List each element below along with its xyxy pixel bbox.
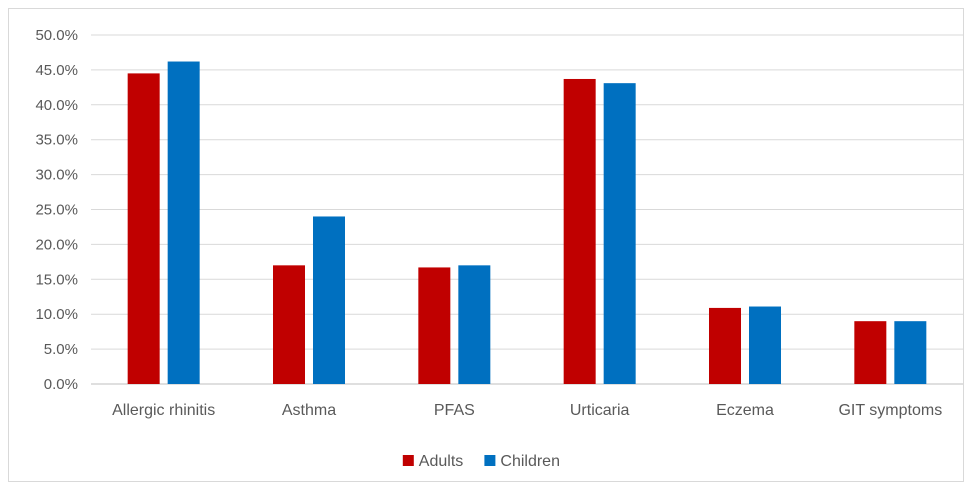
y-axis-tick-labels: 0.0% 5.0% 10.0% 15.0% 20.0% 25.0% 30.0% 35.0% 40…	[35, 27, 78, 393]
bar-adults-asthma	[273, 265, 305, 384]
legend: Adults Children	[402, 453, 560, 470]
y-tick-label: 20.0%	[35, 236, 78, 253]
bar-adults-pfas	[418, 267, 451, 384]
y-tick-label: 25.0%	[35, 202, 78, 219]
bar-children-pfas	[458, 265, 491, 384]
y-tick-label: 5.0%	[44, 341, 78, 358]
bar-adults-allergic-rhinitis	[127, 73, 160, 384]
x-category-label: Eczema	[716, 402, 774, 419]
y-tick-label: 50.0%	[35, 27, 78, 44]
x-category-label: PFAS	[434, 402, 475, 419]
bars	[127, 61, 927, 385]
y-tick-label: 45.0%	[35, 62, 78, 79]
bar-adults-urticaria	[563, 78, 596, 384]
gridlines	[91, 34, 963, 385]
legend-swatch-adults	[402, 455, 414, 466]
x-axis-category-labels: Allergic rhinitis Asthma PFAS Urticaria Ecze…	[112, 402, 942, 419]
bar-children-asthma	[313, 216, 345, 384]
legend-label-adults: Adults	[419, 453, 463, 470]
y-tick-label: 10.0%	[35, 306, 78, 323]
y-tick-label: 0.0%	[44, 376, 78, 393]
x-category-label: Urticaria	[570, 402, 630, 419]
y-tick-label: 30.0%	[35, 167, 78, 184]
bar-adults-eczema	[709, 307, 741, 384]
x-category-label: GIT symptoms	[838, 402, 942, 419]
bar-children-git-symptoms	[894, 321, 927, 384]
y-tick-label: 35.0%	[35, 132, 78, 149]
x-category-label: Asthma	[282, 402, 336, 419]
legend-label-children: Children	[500, 453, 560, 470]
y-tick-label: 15.0%	[35, 271, 78, 288]
chart-frame	[8, 8, 964, 482]
bar-adults-git-symptoms	[854, 321, 887, 384]
x-category-label: Allergic rhinitis	[112, 402, 215, 419]
bar-children-eczema	[749, 306, 781, 384]
y-tick-label: 40.0%	[35, 97, 78, 114]
legend-swatch-children	[484, 455, 496, 466]
bar-children-urticaria	[603, 83, 636, 385]
bar-children-allergic-rhinitis	[167, 61, 200, 385]
